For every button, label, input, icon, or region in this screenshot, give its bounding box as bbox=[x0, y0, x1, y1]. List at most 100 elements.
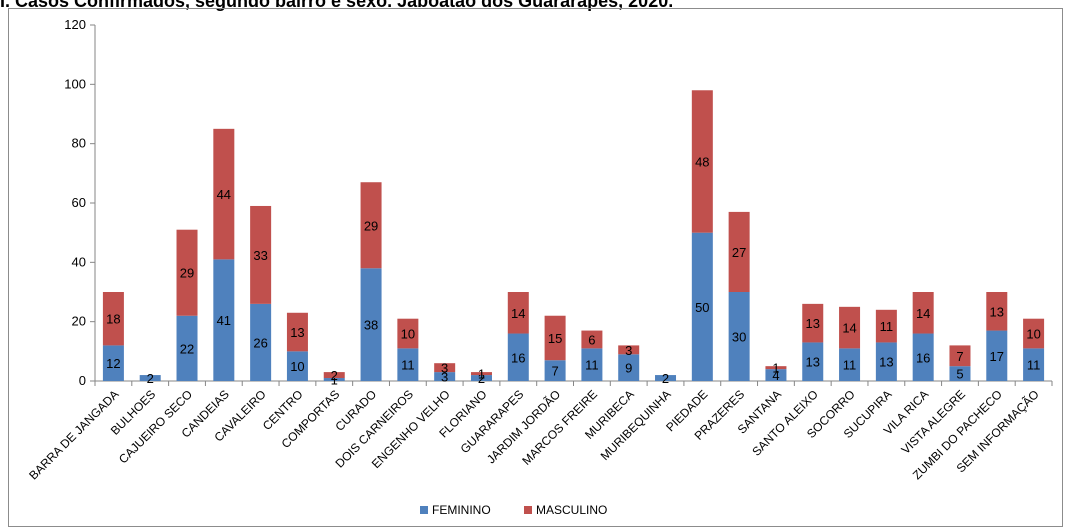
bar-masculino bbox=[986, 292, 1008, 331]
data-label-masculino: 14 bbox=[916, 306, 930, 321]
y-tick-label: 120 bbox=[64, 17, 86, 32]
bar-masculino bbox=[213, 128, 235, 260]
bar-masculino bbox=[581, 330, 603, 349]
data-label-feminino: 11 bbox=[401, 358, 415, 373]
data-label-masculino: 2 bbox=[331, 368, 338, 383]
bar-masculino bbox=[323, 372, 345, 379]
x-category-label: BARRA DE JANGADA bbox=[26, 387, 121, 482]
data-label-feminino: 2 bbox=[662, 371, 669, 386]
data-label-feminino: 2 bbox=[478, 371, 485, 386]
bar-feminino bbox=[250, 303, 272, 381]
bar-masculino bbox=[360, 182, 382, 269]
bar-feminino bbox=[102, 345, 124, 381]
bar-masculino bbox=[875, 309, 897, 343]
data-label-masculino: 1 bbox=[772, 361, 779, 376]
legend-label-feminino: FEMININO bbox=[432, 503, 491, 517]
x-category-label: VISTA ALEGRE bbox=[898, 387, 968, 457]
data-label-feminino: 11 bbox=[843, 358, 857, 373]
bar-feminino bbox=[728, 292, 750, 381]
data-label-masculino: 44 bbox=[217, 187, 231, 202]
data-label-feminino: 10 bbox=[290, 359, 304, 374]
bar-feminino bbox=[839, 348, 861, 381]
bar-masculino bbox=[176, 229, 198, 316]
data-label-masculino: 15 bbox=[548, 331, 562, 346]
data-label-feminino: 30 bbox=[732, 330, 746, 345]
y-tick-label: 40 bbox=[72, 254, 86, 269]
chart-frame bbox=[8, 8, 1063, 527]
bar-masculino bbox=[1023, 318, 1045, 349]
data-label-masculino: 33 bbox=[253, 248, 267, 263]
bar-feminino bbox=[875, 342, 897, 381]
bar-masculino bbox=[691, 90, 713, 233]
data-label-feminino: 26 bbox=[253, 335, 267, 350]
data-label-feminino: 16 bbox=[511, 350, 525, 365]
data-label-masculino: 29 bbox=[364, 218, 378, 233]
data-label-masculino: 13 bbox=[806, 316, 820, 331]
data-label-masculino: 11 bbox=[880, 319, 894, 334]
data-label-feminino: 22 bbox=[180, 341, 194, 356]
bar-feminino bbox=[507, 333, 529, 381]
data-label-feminino: 16 bbox=[916, 350, 930, 365]
bar-feminino bbox=[691, 232, 713, 381]
bar-feminino bbox=[176, 315, 198, 381]
bar-masculino bbox=[802, 303, 824, 343]
data-label-masculino: 14 bbox=[842, 321, 856, 336]
data-label-feminino: 41 bbox=[217, 313, 231, 328]
bar-masculino bbox=[470, 372, 492, 376]
y-tick-label: 0 bbox=[79, 373, 86, 388]
bar-masculino bbox=[397, 318, 419, 349]
data-label-feminino: 17 bbox=[990, 349, 1004, 364]
data-label-feminino: 2 bbox=[147, 371, 154, 386]
bar-feminino bbox=[581, 348, 603, 381]
bar-feminino bbox=[986, 330, 1008, 381]
bar-feminino bbox=[470, 375, 492, 381]
bar-masculino bbox=[250, 205, 272, 304]
bar-feminino bbox=[544, 360, 566, 381]
data-label-masculino: 48 bbox=[695, 154, 709, 169]
bar-masculino bbox=[618, 345, 640, 355]
y-tick-label: 80 bbox=[72, 136, 86, 151]
bar-masculino bbox=[434, 363, 456, 373]
bar-masculino bbox=[102, 292, 124, 346]
data-label-feminino: 1 bbox=[331, 373, 338, 388]
bar-masculino bbox=[507, 292, 529, 334]
legend-label-masculino: MASCULINO bbox=[536, 503, 607, 517]
x-category-label: SANTO ALEIXO bbox=[749, 387, 821, 459]
data-label-feminino: 13 bbox=[806, 355, 820, 370]
bar-feminino bbox=[434, 372, 456, 381]
legend-swatch-masculino bbox=[524, 506, 532, 514]
data-label-feminino: 12 bbox=[106, 356, 120, 371]
data-label-feminino: 5 bbox=[956, 367, 963, 382]
data-label-masculino: 7 bbox=[956, 349, 963, 364]
bar-feminino bbox=[765, 369, 787, 381]
y-tick-label: 20 bbox=[72, 314, 86, 329]
data-label-masculino: 3 bbox=[625, 343, 632, 358]
bar-feminino bbox=[139, 375, 161, 381]
bar-feminino bbox=[618, 354, 640, 381]
data-label-masculino: 1 bbox=[478, 367, 485, 382]
data-label-masculino: 10 bbox=[1026, 327, 1040, 342]
bar-masculino bbox=[286, 312, 308, 352]
bar-masculino bbox=[728, 211, 750, 292]
data-label-masculino: 13 bbox=[990, 304, 1004, 319]
x-category-label: MURIBEQUINHA bbox=[598, 387, 674, 463]
data-label-feminino: 11 bbox=[585, 358, 599, 373]
bar-masculino bbox=[765, 366, 787, 370]
data-label-masculino: 13 bbox=[290, 325, 304, 340]
bar-feminino bbox=[397, 348, 419, 381]
data-label-feminino: 9 bbox=[625, 361, 632, 376]
data-label-masculino: 3 bbox=[441, 361, 448, 376]
data-label-masculino: 10 bbox=[401, 327, 415, 342]
bar-feminino bbox=[360, 268, 382, 381]
bar-feminino bbox=[323, 378, 345, 381]
data-label-feminino: 38 bbox=[364, 318, 378, 333]
data-label-feminino: 50 bbox=[695, 300, 709, 315]
bar-feminino bbox=[213, 259, 235, 381]
bar-masculino bbox=[912, 292, 934, 334]
data-label-masculino: 14 bbox=[511, 306, 525, 321]
data-label-masculino: 18 bbox=[106, 312, 120, 327]
data-label-feminino: 11 bbox=[1027, 358, 1041, 373]
bar-feminino bbox=[655, 375, 677, 381]
y-tick-label: 60 bbox=[72, 195, 86, 210]
